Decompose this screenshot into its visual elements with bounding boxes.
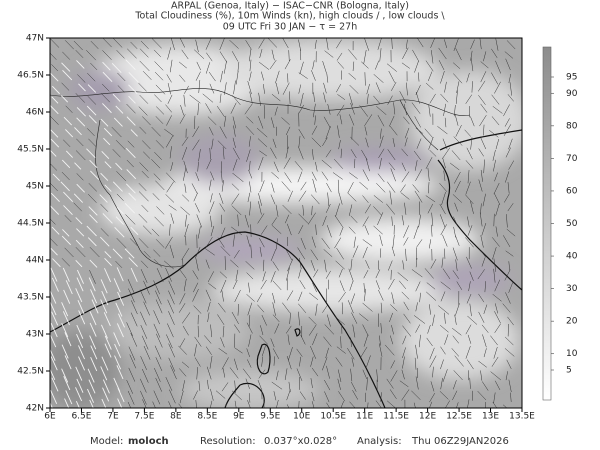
lon-axis: 6E 6.5E 7E 7.5E 8E 8.5E 9E 9.5E 10E 10.5E 11E 11.5E… bbox=[44, 408, 535, 422]
colorbar-label: 5 bbox=[566, 366, 572, 376]
lon-label: 12.5E bbox=[446, 412, 472, 422]
colorbar-label: 20 bbox=[566, 317, 578, 327]
lon-label: 9.5E bbox=[260, 412, 280, 422]
footer-label: Resolution: bbox=[200, 436, 256, 447]
lon-label: 11.5E bbox=[383, 412, 409, 422]
lat-label: 42N bbox=[26, 404, 44, 414]
lat-label: 46.5N bbox=[17, 71, 44, 81]
lon-label: 8E bbox=[170, 412, 182, 422]
colorbar-label: 30 bbox=[566, 284, 578, 294]
wind-barbs bbox=[50, 38, 516, 408]
lon-label: 9E bbox=[233, 412, 245, 422]
lon-label: 10.5E bbox=[320, 412, 346, 422]
lon-label: 6E bbox=[44, 412, 56, 422]
footer-label: Analysis: bbox=[357, 436, 402, 447]
lon-label: 7E bbox=[107, 412, 119, 422]
lat-label: 43N bbox=[26, 330, 44, 340]
footer-value: 0.037°x0.028° bbox=[264, 436, 337, 447]
colorbar-label: 40 bbox=[566, 252, 578, 262]
lon-label: 11E bbox=[356, 412, 373, 422]
lon-label: 8.5E bbox=[197, 412, 217, 422]
colorbar-label: 90 bbox=[566, 89, 578, 99]
footer-value: Thu 06Z29JAN2026 bbox=[411, 436, 509, 447]
colorbar-label: 50 bbox=[566, 219, 578, 229]
lat-label: 43.5N bbox=[17, 293, 44, 303]
footer-label: Model: bbox=[90, 436, 123, 447]
map bbox=[50, 38, 522, 408]
header-line: ARPAL (Genoa, Italy) − ISAC−CNR (Bologna… bbox=[171, 1, 409, 12]
colorbar-label: 10 bbox=[566, 349, 578, 359]
lon-label: 10E bbox=[293, 412, 310, 422]
lon-label: 13.5E bbox=[509, 412, 535, 422]
lon-label: 13E bbox=[482, 412, 499, 422]
lat-label: 46N bbox=[26, 108, 44, 118]
colorbar-labels: 5 10 20 30 40 50 60 70 80 90 95 bbox=[551, 73, 578, 376]
lat-label: 45N bbox=[26, 182, 44, 192]
lat-label: 44N bbox=[26, 256, 44, 266]
lat-label: 47N bbox=[26, 34, 44, 44]
lat-label: 44.5N bbox=[17, 219, 44, 229]
lon-label: 12E bbox=[419, 412, 436, 422]
colorbar-label: 70 bbox=[566, 154, 578, 164]
footer-value: moloch bbox=[128, 436, 169, 447]
colorbar-label: 95 bbox=[566, 73, 577, 83]
header-line: 09 UTC Fri 30 JAN − τ = 27h bbox=[223, 22, 357, 33]
lat-label: 45.5N bbox=[17, 145, 44, 155]
colorbar-label: 60 bbox=[566, 186, 578, 196]
lon-label: 7.5E bbox=[134, 412, 154, 422]
lat-label: 42.5N bbox=[17, 367, 44, 377]
header-line: Total Cloudiness (%), 10m Winds (kn), hi… bbox=[134, 11, 445, 22]
lon-label: 6.5E bbox=[71, 412, 91, 422]
colorbar bbox=[542, 46, 552, 401]
colorbar-label: 80 bbox=[566, 121, 578, 131]
lat-axis: 47N 46.5N 46N 45.5N 45N 44.5N 44N 43.5N 43N 42.5N… bbox=[17, 34, 50, 414]
